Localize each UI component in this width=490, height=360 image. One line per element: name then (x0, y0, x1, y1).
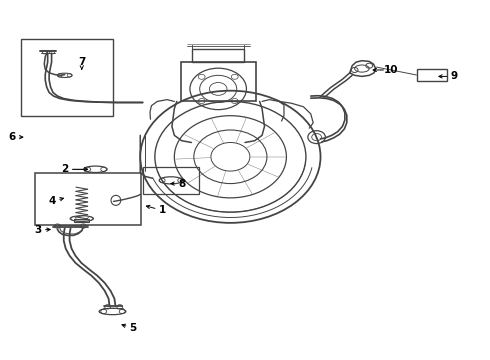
Bar (193, 49, 244, 62)
Bar (34, 173, 141, 225)
Bar (416, 69, 447, 81)
Bar (21, 39, 114, 116)
Text: 9: 9 (451, 71, 458, 81)
Bar (74, 219, 89, 222)
Bar (143, 167, 199, 194)
Text: 8: 8 (178, 179, 185, 189)
Text: 2: 2 (61, 164, 68, 174)
Text: 10: 10 (384, 65, 398, 75)
Text: 3: 3 (34, 225, 42, 235)
Text: 4: 4 (49, 197, 56, 206)
Text: 7: 7 (78, 57, 85, 67)
Bar (181, 62, 256, 102)
Text: 6: 6 (8, 132, 16, 142)
Text: 5: 5 (129, 323, 137, 333)
Text: 1: 1 (159, 205, 166, 215)
